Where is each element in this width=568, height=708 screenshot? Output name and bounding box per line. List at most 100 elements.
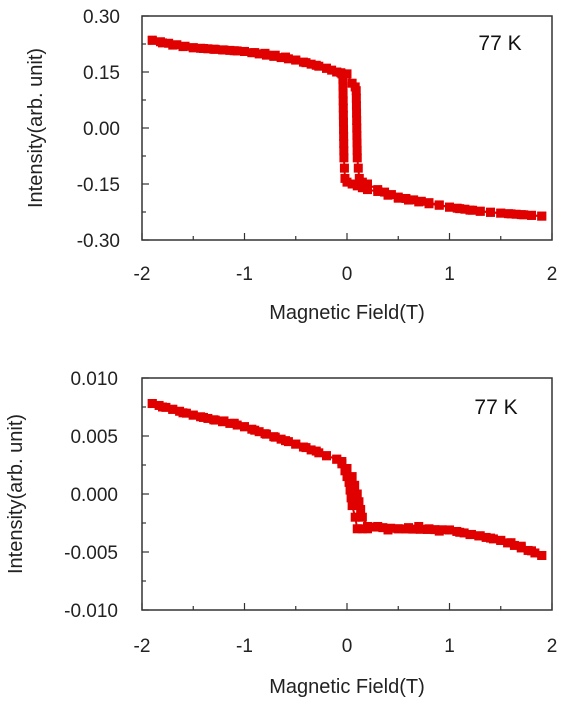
x-tick-label: -1: [236, 264, 253, 285]
data-point: [232, 46, 242, 56]
x-tick-label: -2: [134, 264, 151, 285]
data-point: [466, 529, 476, 539]
data-point: [339, 124, 349, 134]
data-point: [225, 45, 235, 55]
data-point: [511, 209, 521, 219]
data-point: [345, 485, 355, 495]
data-point: [210, 44, 220, 54]
data-point: [276, 434, 286, 444]
data-point: [370, 522, 380, 532]
temperature-annotation: 77 K: [474, 396, 517, 419]
data-point: [342, 472, 352, 482]
data-point: [240, 422, 249, 432]
data-point: [363, 179, 372, 189]
chart-1: 0.30 0.15 0.00 -0.15 -0.30 -2 -1 0 1 2 M…: [25, 7, 557, 324]
data-point: [276, 53, 286, 63]
temperature-annotation: 77 K: [478, 32, 521, 55]
data-point: [351, 101, 361, 111]
data-point: [523, 545, 533, 555]
data-point: [261, 50, 271, 60]
x-tick-label: 2: [547, 636, 558, 657]
data-point: [261, 429, 271, 439]
data-point: [352, 153, 362, 163]
data-point: [344, 477, 354, 487]
y-tick-label: 0.000: [70, 485, 118, 506]
data-point: [496, 208, 506, 218]
data-point: [338, 103, 348, 113]
data-point: [424, 198, 434, 208]
data-point: [509, 540, 519, 550]
data-point: [357, 177, 367, 187]
data-point: [180, 41, 190, 51]
data-point: [306, 445, 316, 455]
x-tick-label: -1: [236, 636, 253, 657]
data-point: [537, 211, 547, 221]
data-point: [218, 45, 228, 55]
data-point: [486, 207, 495, 217]
data-point: [298, 442, 308, 452]
data-point: [352, 108, 362, 118]
series-group-2: [147, 399, 547, 560]
data-point: [339, 163, 349, 173]
data-point: [350, 512, 360, 522]
data-point: [352, 181, 362, 191]
data-point: [393, 192, 403, 202]
data-point: [314, 61, 324, 71]
y-ticks-1: [142, 15, 149, 241]
data-point: [378, 523, 388, 533]
data-point: [147, 399, 157, 409]
y-tick-label: 0.005: [70, 427, 118, 448]
data-point: [342, 69, 352, 79]
data-point: [401, 193, 411, 203]
data-point: [351, 86, 361, 96]
data-point: [380, 187, 390, 197]
data-point: [291, 55, 301, 65]
data-point: [346, 493, 356, 503]
data-point: [339, 146, 349, 156]
data-point: [530, 548, 540, 558]
data-point: [468, 205, 478, 215]
data-point: [496, 535, 506, 545]
data-point: [283, 437, 293, 447]
data-point: [232, 420, 242, 430]
data-point: [437, 525, 447, 535]
y-tick-label: -0.010: [64, 601, 118, 622]
y-tick-label: -0.15: [77, 175, 120, 196]
data-point: [181, 408, 191, 418]
data-point: [306, 59, 316, 69]
y-tick-label: 0.00: [83, 119, 120, 140]
data-point: [356, 504, 366, 514]
data-point: [196, 43, 206, 53]
data-point: [347, 501, 357, 511]
data-point: [475, 206, 485, 216]
data-point: [445, 525, 454, 535]
data-point: [401, 524, 411, 534]
data-point: [347, 472, 357, 482]
data-point: [339, 153, 349, 163]
y-axis-title: Intensity(arb. unit): [25, 48, 47, 208]
y-tick-label: -0.005: [64, 543, 118, 564]
data-point: [430, 525, 440, 535]
data-point: [363, 185, 372, 195]
data-point: [445, 202, 454, 212]
data-point: [386, 190, 396, 200]
data-point: [357, 512, 367, 522]
data-point: [338, 117, 348, 127]
data-point: [409, 195, 419, 205]
data-point: [332, 67, 342, 77]
data-point: [225, 418, 235, 428]
y-tick-label: 0.15: [83, 63, 120, 84]
x-tick-label: 1: [444, 636, 455, 657]
x-axis-title: Magnetic Field(T): [269, 302, 425, 324]
data-point: [154, 400, 164, 410]
data-point: [352, 123, 362, 133]
data-point: [352, 489, 362, 499]
data-point: [357, 524, 367, 534]
y-axis-title: Intensity(arb. unit): [5, 414, 27, 574]
data-point: [298, 57, 308, 67]
data-point: [203, 413, 213, 423]
data-point: [416, 196, 426, 206]
data-point: [352, 524, 362, 534]
data-point: [172, 40, 182, 50]
